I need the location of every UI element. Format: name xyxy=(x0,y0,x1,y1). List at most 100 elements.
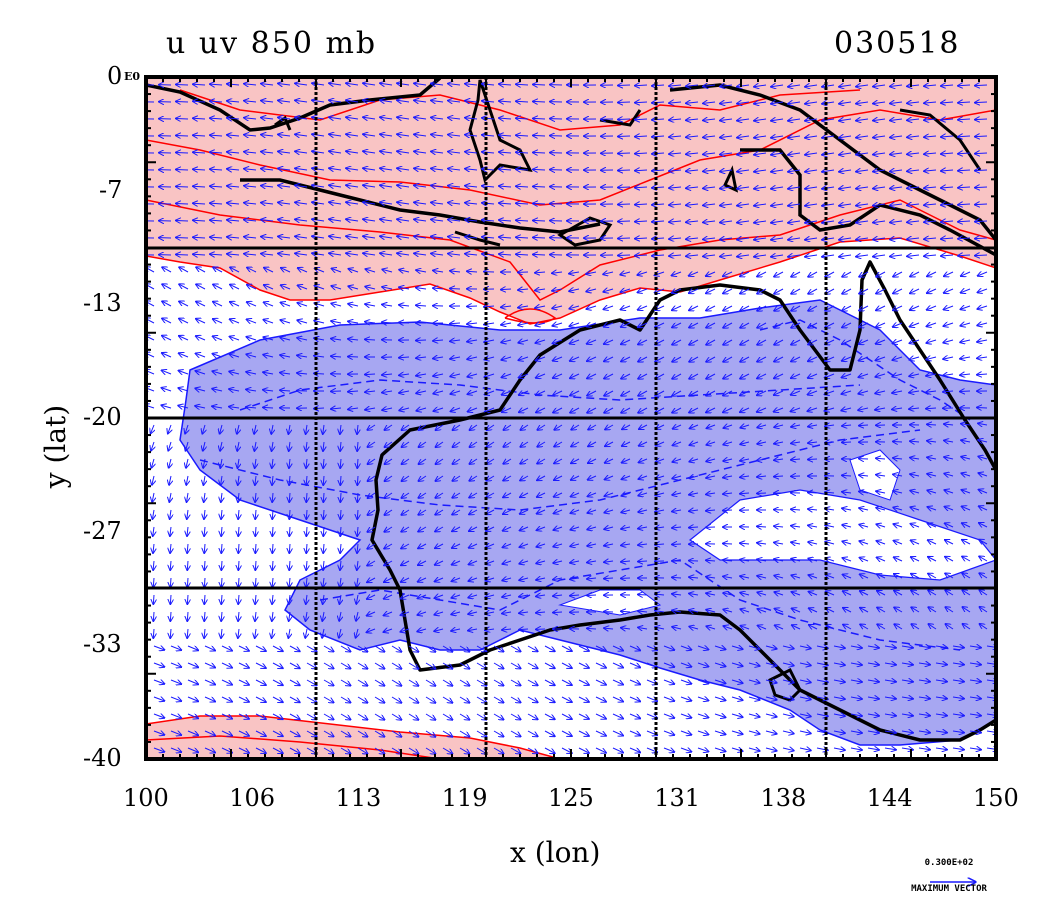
wind-vector xyxy=(791,305,801,311)
wind-vector xyxy=(754,85,767,87)
wind-vector xyxy=(380,168,393,170)
wind-vector xyxy=(380,151,393,153)
wind-vector xyxy=(893,306,903,310)
wind-vector xyxy=(552,306,563,308)
negative-contour xyxy=(759,319,971,421)
wind-vector xyxy=(876,323,886,327)
wind-vector xyxy=(975,153,988,154)
wind-vector xyxy=(348,339,359,340)
wind-vector xyxy=(595,662,606,668)
wind-vector xyxy=(346,185,359,187)
wind-vector xyxy=(391,662,401,669)
wind-vector xyxy=(612,713,623,719)
wind-vector xyxy=(680,748,691,752)
wind-vector xyxy=(357,713,367,720)
positive-anomaly-south xyxy=(146,715,561,759)
wind-vector xyxy=(924,153,937,154)
wind-vector xyxy=(680,697,691,701)
wind-vector xyxy=(187,594,188,604)
wind-vector xyxy=(493,713,504,720)
wind-vector xyxy=(961,272,971,276)
wind-vector xyxy=(799,731,811,733)
wind-vector xyxy=(697,714,708,718)
wind-vector xyxy=(890,119,903,120)
wind-vector xyxy=(975,187,988,188)
wind-vector xyxy=(822,170,835,172)
wind-vector xyxy=(162,353,172,357)
wind-vector xyxy=(788,153,801,155)
wind-vector xyxy=(612,662,623,668)
wind-vector xyxy=(176,101,189,102)
wind-vector xyxy=(261,237,274,238)
wind-vector xyxy=(689,356,699,362)
wind-vector xyxy=(876,271,886,277)
wind-vector xyxy=(450,340,461,341)
wind-vector xyxy=(459,696,469,703)
wind-vector xyxy=(346,151,359,153)
wind-vector xyxy=(890,85,903,86)
wind-vector xyxy=(839,136,852,138)
wind-vector xyxy=(927,424,937,425)
wind-vector xyxy=(280,337,291,340)
wind-vector xyxy=(397,100,410,102)
wind-vector xyxy=(516,169,529,170)
wind-vector xyxy=(213,336,223,340)
wind-vector xyxy=(186,475,188,485)
wind-vector xyxy=(510,696,521,702)
wind-vector xyxy=(295,168,308,170)
wind-vector xyxy=(655,356,665,362)
wind-vector xyxy=(893,289,903,293)
wind-vector xyxy=(442,679,452,686)
wind-vector xyxy=(890,102,903,103)
wind-vector xyxy=(856,153,869,155)
wind-vector xyxy=(272,645,283,651)
wind-vector xyxy=(737,102,750,104)
wind-vector xyxy=(731,731,743,734)
wind-vector xyxy=(808,305,818,311)
x-tick-label: 144 xyxy=(866,784,913,812)
wind-vector xyxy=(544,679,555,685)
wind-vector xyxy=(397,83,410,85)
wind-vector xyxy=(635,153,648,154)
wind-vector xyxy=(433,374,444,376)
wind-vector xyxy=(363,168,376,170)
wind-vector xyxy=(552,289,563,291)
wind-vector xyxy=(680,680,691,684)
wind-vector xyxy=(890,204,903,205)
wind-vector xyxy=(416,305,427,306)
wind-vector xyxy=(669,136,682,137)
wind-vector xyxy=(459,730,469,737)
wind-vector xyxy=(170,680,181,684)
x-axis-label: x (lon) xyxy=(510,836,601,869)
wind-vector xyxy=(825,357,835,361)
wind-vector xyxy=(926,374,937,376)
wind-vector xyxy=(652,204,665,205)
wind-vector xyxy=(363,134,376,136)
wind-vector xyxy=(774,322,784,328)
wind-vector xyxy=(193,118,206,119)
wind-vector xyxy=(348,286,359,289)
wind-vector xyxy=(448,169,461,170)
x-tick-label: 113 xyxy=(335,784,382,812)
wind-vector xyxy=(842,288,852,294)
wind-vector xyxy=(737,204,750,206)
wind-vector xyxy=(686,238,699,239)
wind-vector xyxy=(363,219,376,221)
wind-vector xyxy=(890,170,903,171)
wind-vector xyxy=(941,255,954,256)
wind-vector xyxy=(484,374,495,377)
wind-vector xyxy=(162,336,172,340)
wind-vector xyxy=(586,272,597,274)
wind-vector xyxy=(533,84,546,85)
wind-vector xyxy=(771,153,784,155)
wind-vector xyxy=(499,135,512,136)
wind-vector xyxy=(272,696,283,702)
wind-vector xyxy=(873,204,886,206)
wind-vector xyxy=(638,373,648,379)
wind-vector xyxy=(238,696,249,702)
wind-vector xyxy=(890,255,903,256)
wind-vector xyxy=(221,526,222,536)
wind-vector xyxy=(943,374,954,376)
wind-vector xyxy=(255,560,256,570)
wind-vector xyxy=(621,323,631,327)
